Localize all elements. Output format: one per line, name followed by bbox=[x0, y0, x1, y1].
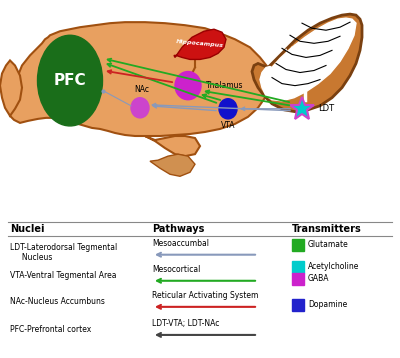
Ellipse shape bbox=[175, 72, 201, 100]
Text: VTA-Ventral Tegmental Area: VTA-Ventral Tegmental Area bbox=[10, 271, 116, 280]
Polygon shape bbox=[150, 154, 195, 176]
Text: GABA: GABA bbox=[308, 274, 330, 283]
Polygon shape bbox=[252, 14, 362, 112]
Ellipse shape bbox=[131, 98, 149, 118]
Text: Thalamus: Thalamus bbox=[206, 81, 244, 90]
Text: Nuclei: Nuclei bbox=[10, 224, 44, 234]
Text: Dopamine: Dopamine bbox=[308, 300, 347, 309]
Text: PFC-Prefrontal cortex: PFC-Prefrontal cortex bbox=[10, 325, 91, 334]
Text: Reticular Activating System: Reticular Activating System bbox=[152, 291, 258, 300]
Bar bbox=[292, 239, 304, 251]
Text: LDT-VTA; LDT-NAc: LDT-VTA; LDT-NAc bbox=[152, 319, 219, 328]
Text: VTA: VTA bbox=[221, 121, 235, 130]
Polygon shape bbox=[260, 18, 356, 101]
Text: LDT-Laterodorsal Tegmental: LDT-Laterodorsal Tegmental bbox=[10, 243, 117, 252]
Text: PFC: PFC bbox=[54, 73, 86, 88]
Polygon shape bbox=[145, 136, 200, 156]
Text: Glutamate: Glutamate bbox=[308, 240, 349, 249]
Text: NAc: NAc bbox=[134, 85, 150, 94]
Ellipse shape bbox=[219, 99, 237, 119]
Polygon shape bbox=[0, 61, 22, 116]
Text: Hippocampus: Hippocampus bbox=[176, 39, 224, 48]
Polygon shape bbox=[10, 22, 272, 136]
Text: Transmitters: Transmitters bbox=[292, 224, 362, 234]
Text: Nucleus: Nucleus bbox=[10, 253, 52, 262]
Polygon shape bbox=[174, 29, 226, 59]
Bar bbox=[292, 261, 304, 273]
Bar bbox=[292, 299, 304, 311]
Text: Acetylcholine: Acetylcholine bbox=[308, 262, 359, 271]
Text: NAc-Nucleus Accumbuns: NAc-Nucleus Accumbuns bbox=[10, 297, 105, 306]
Text: Mesocortical: Mesocortical bbox=[152, 265, 200, 274]
Text: LDT: LDT bbox=[318, 104, 334, 113]
Text: Pathways: Pathways bbox=[152, 224, 204, 234]
Bar bbox=[292, 273, 304, 285]
Text: Mesoaccumbal: Mesoaccumbal bbox=[152, 239, 209, 248]
Ellipse shape bbox=[38, 35, 102, 126]
